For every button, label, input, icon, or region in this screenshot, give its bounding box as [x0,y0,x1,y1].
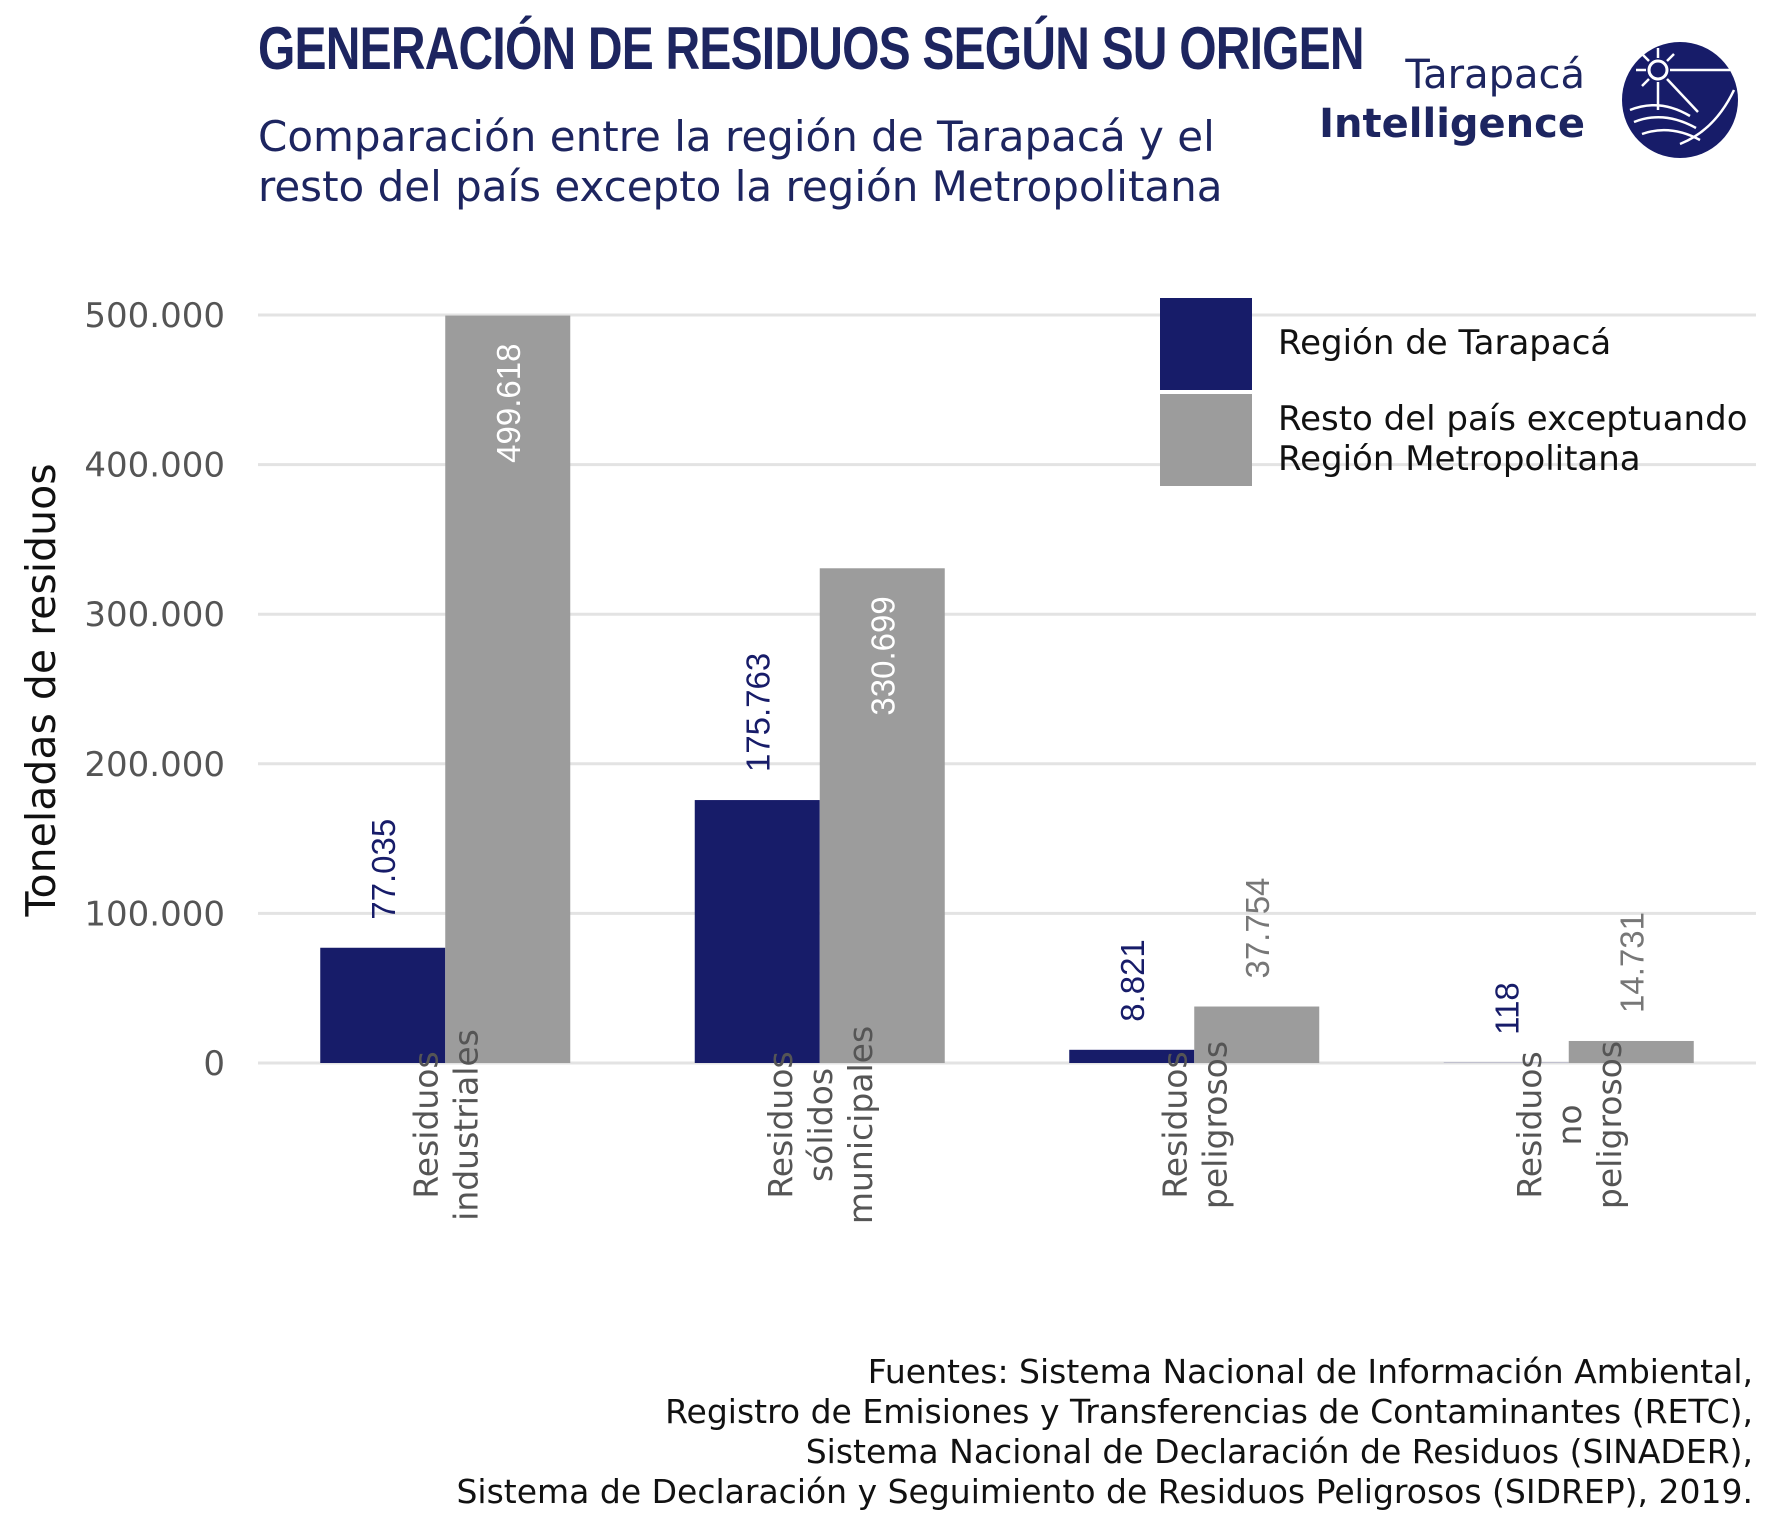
y-axis-label: Toneladas de residuos [17,463,65,917]
legend-label-resto: Región Metropolitana [1278,439,1641,479]
x-axis-ticks: Residuos industriales Residuos sólidos munic… [406,1026,1629,1224]
data-label: 118 [1488,982,1525,1035]
subtitle-line: resto del país excepto la región Metropo… [258,162,1223,211]
y-tick-label: 300.000 [84,595,225,635]
tarapaca-intelligence-logo: Tarapacá Intelligence [1319,40,1740,170]
legend-swatch-tarapaca [1160,298,1252,390]
sun-sea-globe-icon [1622,42,1738,158]
y-axis-ticks: 0 100.000 200.000 300.000 400.000 500.000 [84,296,225,1084]
data-label: 175.763 [739,653,776,772]
source-line: Fuentes: Sistema Nacional de Información… [867,1352,1753,1391]
data-label: 37.754 [1239,878,1276,979]
x-tick-label: municipales [841,1026,880,1224]
y-tick-label: 500.000 [84,296,225,336]
sources-note: Fuentes: Sistema Nacional de Información… [456,1352,1753,1512]
bar [1069,1049,1195,1063]
legend-label-tarapaca: Región de Tarapacá [1278,323,1611,363]
data-label: 330.699 [864,596,901,715]
bar [1194,1006,1320,1063]
source-line: Sistema de Declaración y Seguimiento de … [456,1472,1753,1511]
y-tick-label: 100.000 [84,894,225,934]
chart-title: GENERACIÓN DE RESIDUOS SEGÚN SU ORIGEN [258,15,1365,82]
source-line: Registro de Emisiones y Transferencias d… [665,1392,1753,1431]
x-tick-label: sólidos [801,1068,840,1182]
x-tick-label: Residuos [406,1051,445,1198]
y-tick-label: 0 [203,1044,225,1084]
x-tick-label: peligrosos [1590,1041,1629,1209]
x-tick-label: industriales [446,1029,485,1221]
x-tick-label: Residuos [1155,1051,1194,1198]
x-tick-label: peligrosos [1195,1041,1234,1209]
y-tick-label: 200.000 [84,745,225,785]
source-line: Sistema Nacional de Declaración de Resid… [805,1432,1753,1471]
x-tick-label: Residuos [761,1051,800,1198]
data-label: 499.618 [490,344,527,463]
x-tick-label: no [1550,1104,1589,1145]
x-tick-label: Residuos [1510,1051,1549,1198]
bar [320,947,446,1063]
bar [819,568,945,1063]
bars [320,315,1694,1063]
y-tick-label: 400.000 [84,446,225,486]
data-label: 77.035 [365,819,402,920]
data-label: 14.731 [1613,912,1650,1013]
legend: Región de Tarapacá Resto del país exceptu… [1160,298,1748,486]
legend-label-resto: Resto del país exceptuando [1278,399,1748,439]
bar [694,800,820,1063]
data-labels: 77.035 499.618 175.763 330.699 8.821 37.754 11… [365,344,1651,1035]
logo-wordmark: Tarapacá Intelligence [1319,50,1585,148]
bar [1568,1040,1694,1063]
legend-swatch-resto [1160,394,1252,486]
bar [445,315,571,1063]
subtitle-line: Comparación entre la región de Tarapacá … [258,112,1215,161]
logo-line-intelligence: Intelligence [1319,101,1585,147]
logo-line-tarapaca: Tarapacá [1405,52,1585,98]
data-label: 8.821 [1114,939,1151,1022]
chart-subtitle: Comparación entre la región de Tarapacá … [258,112,1278,212]
